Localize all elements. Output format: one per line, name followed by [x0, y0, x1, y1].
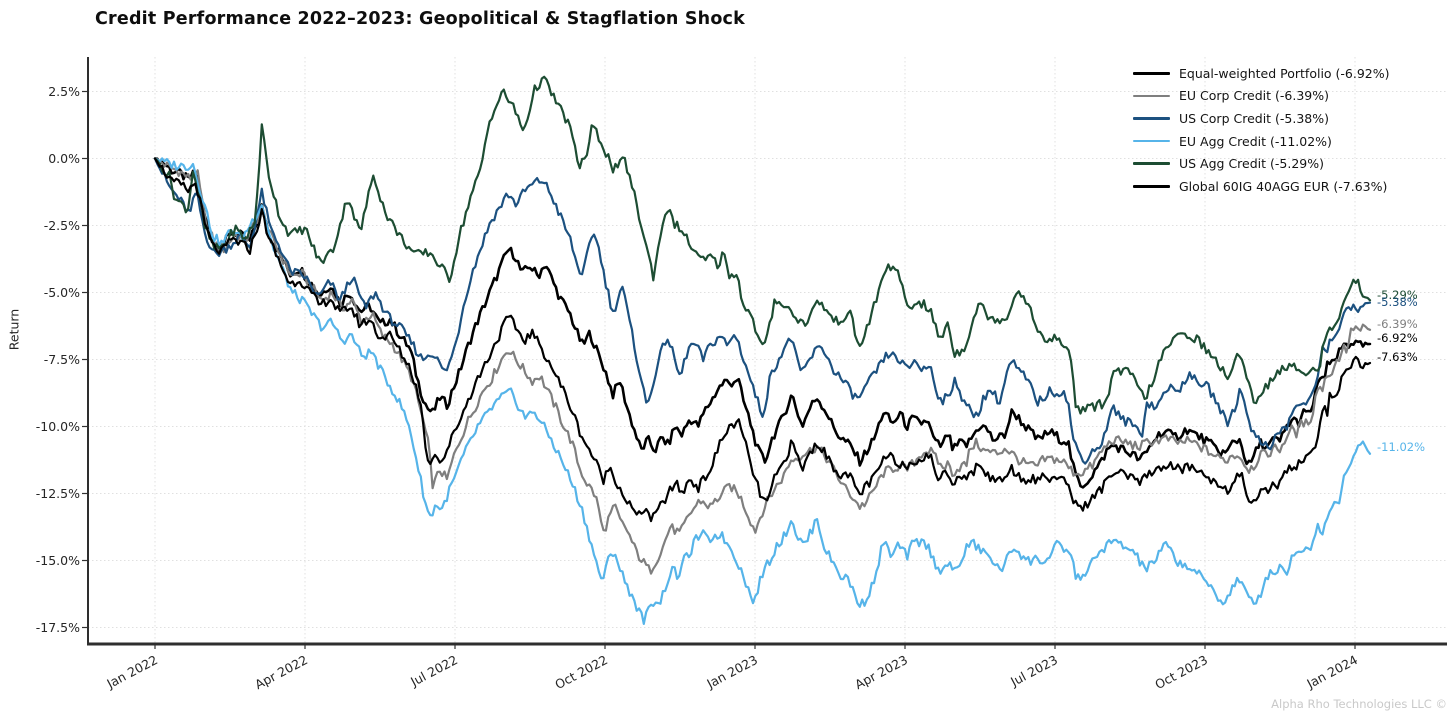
legend-swatch [1133, 72, 1170, 75]
series-line-global-60ig-40agg-eur [153, 157, 1372, 523]
legend-label: EU Corp Credit (-6.39%) [1179, 88, 1329, 104]
y-tick-label: -2.5% [43, 217, 80, 233]
legend-item-us-corp-credit: US Corp Credit (-5.38%) [1133, 107, 1390, 130]
series-line-eu-agg-credit [153, 157, 1372, 626]
y-tick-label: -10.0% [35, 418, 80, 434]
y-tick-label: 0.0% [48, 150, 80, 166]
legend-label: US Corp Credit (-5.38%) [1179, 110, 1330, 126]
legend-item-eu-corp-credit: EU Corp Credit (-6.39%) [1133, 85, 1390, 108]
end-label-7.63: -7.63% [1377, 349, 1418, 364]
series-line-us-corp-credit [153, 157, 1372, 465]
legend-swatch [1133, 117, 1170, 120]
y-tick-label: -15.0% [35, 552, 80, 568]
y-tick-label: -12.5% [35, 485, 80, 501]
legend-item-equal-weighted-portfolio: Equal-weighted Portfolio (-6.92%) [1133, 62, 1390, 85]
y-tick-label: -5.0% [43, 284, 80, 300]
legend-label: Global 60IG 40AGG EUR (-7.63%) [1179, 178, 1388, 194]
end-label-5.29: -5.29% [1377, 288, 1418, 303]
series-line-eu-corp-credit [153, 157, 1372, 575]
y-tick-label: -7.5% [43, 351, 80, 367]
series-line-us-agg-credit [153, 75, 1372, 415]
legend-item-global-60ig-40agg-eur: Global 60IG 40AGG EUR (-7.63%) [1133, 175, 1390, 198]
y-tick-label: -17.5% [35, 619, 80, 635]
series-line-equal-weighted-portfolio [153, 157, 1372, 489]
legend-swatch [1133, 184, 1170, 188]
legend-swatch [1133, 162, 1170, 165]
end-label-6.39: -6.39% [1377, 316, 1418, 331]
chart-title: Credit Performance 2022–2023: Geopolitic… [95, 9, 745, 29]
legend-label: US Agg Credit (-5.29%) [1179, 156, 1324, 172]
legend-item-us-agg-credit: US Agg Credit (-5.29%) [1133, 152, 1390, 175]
legend-swatch [1133, 139, 1170, 143]
y-tick-label: 2.5% [48, 83, 80, 99]
end-label-6.92: -6.92% [1377, 330, 1418, 345]
end-label-11.02: -11.02% [1377, 439, 1425, 454]
legend: Equal-weighted Portfolio (-6.92%) EU Corp… [1133, 62, 1390, 198]
legend-label: EU Agg Credit (-11.02%) [1179, 133, 1332, 149]
legend-item-eu-agg-credit: EU Agg Credit (-11.02%) [1133, 130, 1390, 153]
end-label-5.38: -5.38% [1377, 294, 1418, 309]
legend-label: Equal-weighted Portfolio (-6.92%) [1179, 65, 1390, 81]
legend-swatch [1133, 94, 1170, 98]
watermark: Alpha Rho Technologies LLC © [1271, 697, 1447, 711]
